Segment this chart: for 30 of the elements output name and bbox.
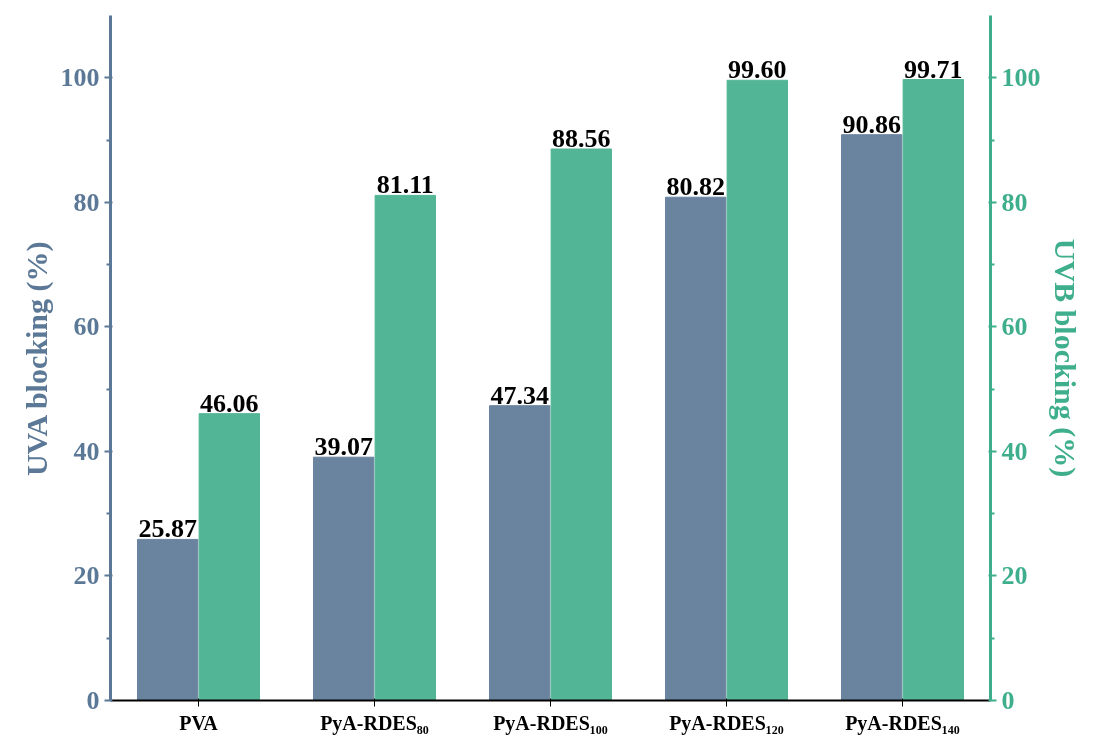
data-label: 39.07 bbox=[314, 432, 373, 462]
y2-tick-label: 80 bbox=[1001, 187, 1028, 217]
y2-tick-label: 100 bbox=[1001, 63, 1041, 93]
y-tick-label: 40 bbox=[73, 436, 100, 466]
y-axis-title: UVA blocking (%) bbox=[19, 241, 54, 477]
data-label: 99.60 bbox=[728, 55, 787, 85]
data-label: 25.87 bbox=[138, 514, 197, 544]
y-tick-label: 20 bbox=[73, 561, 100, 591]
y-tick-label: 0 bbox=[86, 686, 100, 715]
data-label: 90.86 bbox=[842, 109, 901, 139]
data-label: 99.71 bbox=[904, 54, 963, 84]
x-tick-label: PyA-RDES₁₂₀ bbox=[669, 711, 784, 735]
y-tick-label: 100 bbox=[60, 63, 100, 93]
y-tick-label: 60 bbox=[73, 312, 100, 342]
y2-axis-title: UVB blocking (%) bbox=[1047, 238, 1082, 478]
data-label: 81.11 bbox=[376, 170, 434, 200]
data-label: 46.06 bbox=[200, 388, 259, 418]
data-label: 80.82 bbox=[666, 172, 725, 202]
x-tick-label: PVA bbox=[179, 711, 219, 734]
y2-tick-label: 0 bbox=[1001, 686, 1015, 715]
x-tick-label: PyA-RDES₈₀ bbox=[320, 711, 429, 735]
y2-tick-label: 40 bbox=[1001, 436, 1028, 466]
y2-tick-label: 60 bbox=[1001, 312, 1028, 342]
data-label: 47.34 bbox=[490, 380, 549, 410]
bar bbox=[374, 194, 436, 701]
y-tick-label: 80 bbox=[73, 187, 100, 217]
y2-tick-label: 20 bbox=[1001, 561, 1028, 591]
x-tick-label: PyA-RDES₁₀₀ bbox=[493, 711, 608, 735]
x-tick-label: PyA-RDES₁₄₀ bbox=[845, 711, 960, 735]
data-label: 88.56 bbox=[552, 124, 611, 154]
